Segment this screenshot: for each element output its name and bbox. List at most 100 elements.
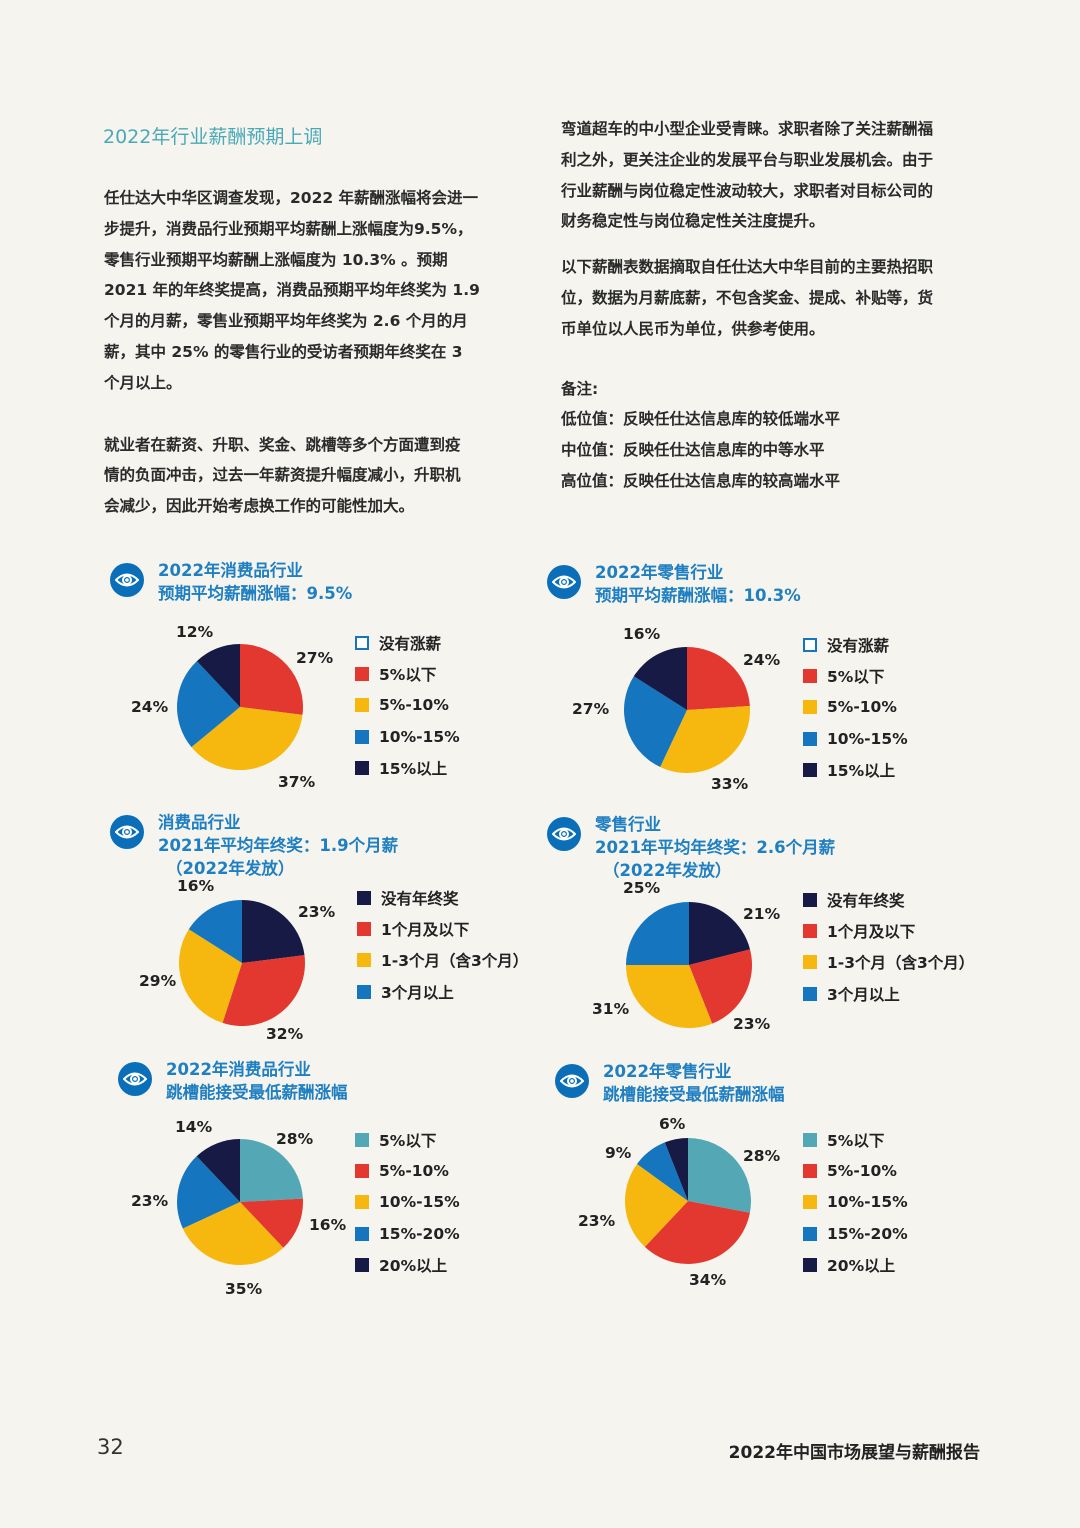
pie-slice (637, 1142, 688, 1201)
text-line: 薪，其中 25% 的零售行业的受访者预期年终奖在 3 (104, 342, 463, 361)
legend-item: 3个月以上 (803, 978, 974, 1009)
text-line: 就业者在薪资、升职、奖金、跳槽等多个方面遭到疫 (104, 435, 461, 454)
eye-icon (118, 1062, 152, 1096)
legend-swatch (803, 986, 817, 1001)
text-line: 个月以上。 (104, 373, 182, 392)
legend-label: 15%以上 (379, 759, 448, 778)
chart-title: 2022年零售行业 预期平均薪酬涨幅：10.3% (595, 561, 801, 607)
eye-icon (110, 815, 144, 849)
legend-item: 15%-20% (355, 1218, 460, 1249)
paragraph: 就业者在薪资、升职、奖金、跳槽等多个方面遭到疫 情的负面冲击，过去一年薪资提升幅度… (104, 430, 514, 522)
legend-swatch (803, 637, 817, 652)
legend-label: 1个月及以下 (827, 922, 916, 941)
chart-title-line: （2022年发放） (166, 859, 295, 878)
slice-label: 16% (177, 877, 215, 895)
pie-chart (178, 900, 305, 1026)
paragraph: 以下薪酬表数据摘取自任仕达大中华目前的主要热招职 位，数据为月薪底薪，不包含奖金、… (561, 252, 981, 344)
slice-label: 35% (225, 1280, 263, 1298)
legend-item: 5%以下 (355, 1124, 460, 1155)
legend-swatch (355, 1195, 369, 1210)
pie-slice (177, 661, 240, 748)
legend-swatch (355, 666, 369, 681)
legend-item: 20%以上 (355, 1249, 460, 1280)
legend-label: 10%-15% (379, 727, 460, 746)
legend-swatch (355, 729, 369, 744)
chart-title-line: 跳槽能接受最低薪酬涨幅 (166, 1083, 348, 1102)
pie-slice (196, 1139, 240, 1202)
slice-label: 12% (176, 623, 214, 641)
slice-label: 31% (592, 1000, 630, 1018)
legend-swatch (803, 700, 817, 715)
chart-consumer-salary-increase: 2022年消费品行业 预期平均薪酬涨幅：9.5% 27% 37% 24% 12% 没有涨薪 5… (110, 561, 590, 803)
legend-label: 1-3个月（含3个月） (827, 954, 975, 973)
legend-item: 5%-10% (803, 1155, 908, 1186)
legend-item: 5%-10% (803, 692, 908, 723)
text-line: 中位值：反映任仕达信息库的中等水平 (561, 441, 825, 460)
chart-title-line: 2022年零售行业 (595, 563, 724, 582)
text-line: 个月的月薪，零售业预期平均年终奖为 2.6 个月的月 (104, 312, 468, 331)
legend-item: 没有涨薪 (355, 627, 460, 658)
text-line: 情的负面冲击，过去一年薪资提升幅度减小，升职机 (104, 466, 461, 485)
slice-label: 24% (131, 698, 169, 716)
text-line: 财务稳定性与岗位稳定性关注度提升。 (561, 212, 825, 231)
legend-swatch (803, 955, 817, 970)
chart-title-line: 预期平均薪酬涨幅：9.5% (158, 584, 353, 603)
text-line: 低位值：反映任仕达信息库的较低端水平 (561, 410, 841, 429)
legend-item: 5%以下 (803, 660, 908, 691)
pie-slice (624, 676, 687, 768)
pie-slice (240, 1198, 303, 1248)
text-line: 步提升，消费品行业预期平均薪酬上涨幅度为9.5%， (104, 219, 473, 238)
text-line: 弯道超车的中小型企业受青睐。求职者除了关注薪酬福 (561, 120, 934, 138)
chart-title-line: 跳槽能接受最低薪酬涨幅 (603, 1085, 785, 1104)
legend-label: 15%-20% (827, 1224, 908, 1243)
chart-title-line: 2022年零售行业 (603, 1062, 732, 1081)
chart-legend: 没有年终奖 1个月及以下 1-3个月（含3个月） 3个月以上 (803, 884, 974, 1009)
pie-slice (191, 707, 303, 770)
legend-label: 5%以下 (379, 665, 437, 684)
pie-slice (242, 900, 305, 963)
slice-label: 32% (266, 1025, 304, 1043)
pie-slice (633, 647, 687, 710)
left-column-text: 任仕达大中华区调查发现，2022 年薪酬涨幅将会进一 步提升，消费品行业预期平均薪… (104, 183, 514, 522)
legend-label: 5%-10% (827, 698, 897, 717)
slice-label: 6% (659, 1115, 686, 1133)
legend-swatch (803, 892, 817, 907)
legend-swatch (355, 1257, 369, 1272)
slice-label: 27% (296, 649, 334, 667)
legend-item: 5%-10% (355, 1155, 460, 1186)
legend-swatch (355, 635, 369, 650)
chart-title-line: 2022年消费品行业 (158, 561, 303, 580)
slice-label: 29% (139, 972, 177, 990)
legend-swatch (803, 731, 817, 746)
legend-label: 没有涨薪 (379, 634, 442, 653)
slice-label: 14% (175, 1118, 213, 1136)
legend-swatch (803, 668, 817, 683)
text-line: 任仕达大中华区调查发现，2022 年薪酬涨幅将会进一 (104, 189, 479, 207)
slice-label: 9% (605, 1144, 632, 1162)
legend-swatch (803, 1226, 817, 1241)
pie-slice (188, 900, 242, 963)
legend-item: 10%-15% (803, 1187, 908, 1218)
legend-item: 1个月及以下 (357, 913, 528, 944)
legend-swatch (803, 923, 817, 938)
chart-title: 2022年消费品行业预期平均薪酬涨幅：9.5% (158, 559, 352, 605)
legend-swatch (355, 1132, 369, 1147)
pie-slice (240, 644, 303, 715)
chart-legend: 5%以下 5%-10% 10%-15% 15%-20% 20%以上 (803, 1124, 908, 1280)
chart-title: 零售行业 2021年平均年终奖：2.6个月薪 （2022年发放） (595, 813, 835, 882)
legend-label: 20%以上 (379, 1256, 448, 1275)
legend-label: 20%以上 (827, 1256, 896, 1275)
legend-item: 没有涨薪 (803, 629, 908, 660)
eye-icon (547, 565, 581, 599)
slice-label: 23% (298, 903, 336, 921)
page-number: 32 (97, 1435, 124, 1459)
pie-chart (177, 1139, 303, 1265)
legend-label: 5%-10% (827, 1161, 897, 1180)
slice-label: 23% (578, 1212, 616, 1230)
chart-legend: 没有涨薪 5%以下 5%-10% 10%-15% 15%以上 (355, 627, 460, 783)
legend-label: 10%-15% (827, 1193, 908, 1212)
slice-label: 16% (309, 1216, 347, 1234)
legend-item: 15%-20% (803, 1218, 908, 1249)
text-line: 以下薪酬表数据摘取自任仕达大中华目前的主要热招职 (561, 258, 934, 277)
pie-slice (644, 1201, 750, 1264)
